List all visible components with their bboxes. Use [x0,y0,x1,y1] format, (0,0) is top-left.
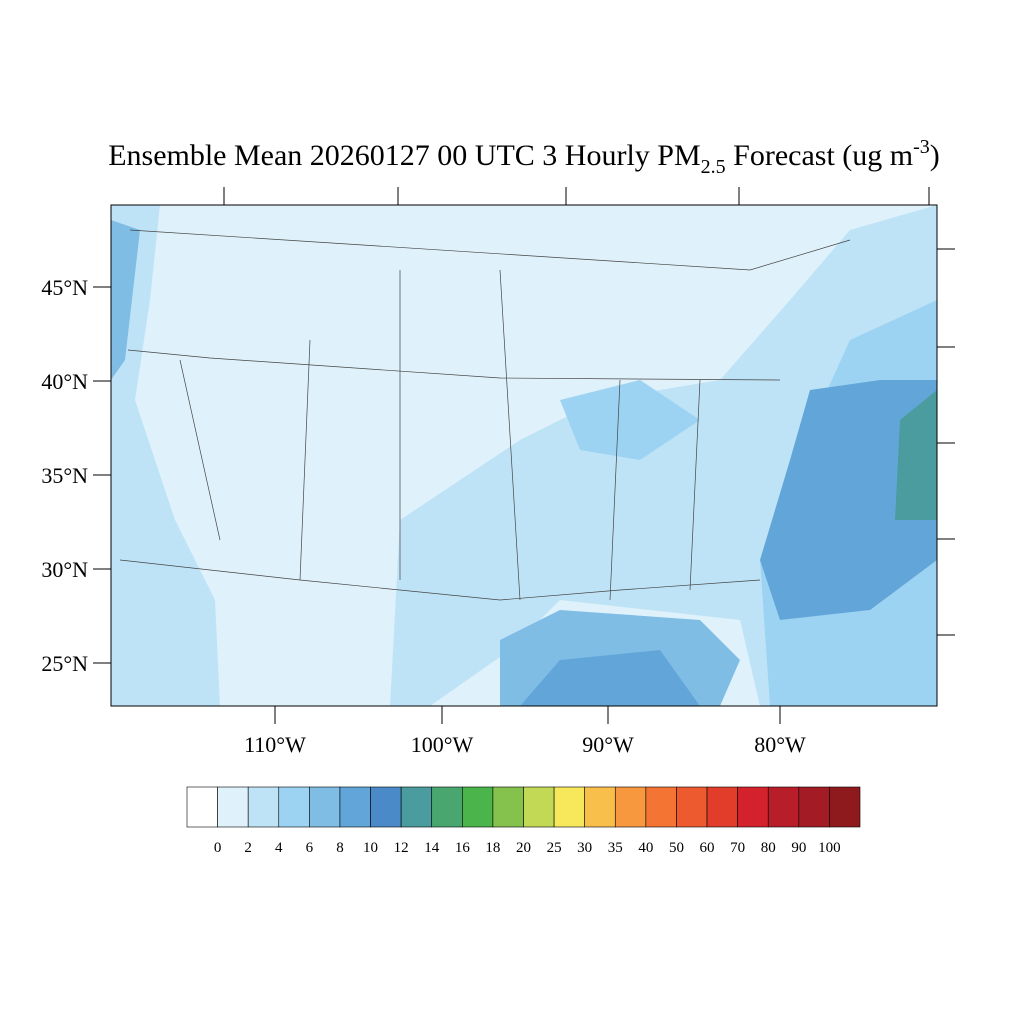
title-sup: -3 [913,136,930,158]
colorbar-label: 30 [577,840,592,856]
colorbar-label: 10 [363,840,378,856]
colorbar-box [339,786,371,828]
colorbar-box [400,786,433,828]
lon-label: 100°W [411,732,474,757]
colorbar-box [767,786,800,828]
colorbar-label: 20 [516,840,531,856]
colorbar-box [798,786,830,828]
colorbar-box [614,786,647,828]
colorbar-box [523,786,555,828]
atlantic-core [760,380,937,620]
colorbar-label: 16 [455,840,471,856]
colorbar-box [584,786,616,828]
colorbar-label: 25 [547,840,562,856]
colorbar-label: 60 [700,840,715,856]
colorbar-label: 2 [244,840,252,856]
colorbar-label: 14 [424,840,440,856]
colorbar-label: 6 [306,840,314,856]
frame-ticks [93,187,955,724]
atlantic-peak [895,390,937,520]
lon-label: 80°W [754,732,806,757]
lon-label: 90°W [582,732,634,757]
pacific [111,205,220,706]
colorbar-box [431,786,463,828]
colorbar-box [645,786,677,828]
colorbar-label: 40 [638,840,653,856]
colorbar-label: 8 [336,840,344,856]
colorbar-box [278,786,310,828]
ohio-valley [560,380,700,460]
pacific-coast [111,220,140,380]
colorbar-box [186,786,218,828]
colorbar-label: 0 [214,840,222,856]
colorbar-label: 35 [608,840,623,856]
title-end: ) [930,139,940,172]
gulf-core [520,650,700,706]
lat-label: 25°N [41,651,88,676]
colorbar-label: 12 [394,840,409,856]
lat-label: 45°N [41,275,88,300]
colorbar-label: 90 [791,840,806,856]
map-frame [110,204,938,707]
colorbar-box [553,786,585,828]
colorbar-box [247,786,280,828]
colorbar-box [829,786,861,828]
colorbar-label: 18 [485,840,500,856]
colorbar-box [462,786,494,828]
colorbar-box [370,786,402,828]
colorbar-label: 100 [818,840,841,856]
borders [119,229,851,601]
title-sub: 2.5 [701,156,726,178]
lat-label: 35°N [41,463,88,488]
title: Ensemble Mean 20260127 00 UTC 3 Hourly P… [108,136,940,178]
lon-label: 110°W [244,732,306,757]
colorbar-box [737,786,769,828]
colorbar-box [676,786,708,828]
colorbar-box [706,786,738,828]
colorbar-label: 80 [761,840,776,856]
title-rest: Forecast (ug m [726,139,913,172]
lat-label: 40°N [41,369,88,394]
title-main: Ensemble Mean 20260127 00 UTC 3 Hourly P… [108,139,700,172]
map-field [111,205,937,706]
colorbar-box [492,786,524,828]
colorbar-label: 70 [730,840,745,856]
colorbar-box [309,786,341,828]
colorbar-label: 50 [669,840,684,856]
colorbar-label: 4 [275,840,283,856]
lat-label: 30°N [41,557,88,582]
colorbar-box [217,786,249,828]
